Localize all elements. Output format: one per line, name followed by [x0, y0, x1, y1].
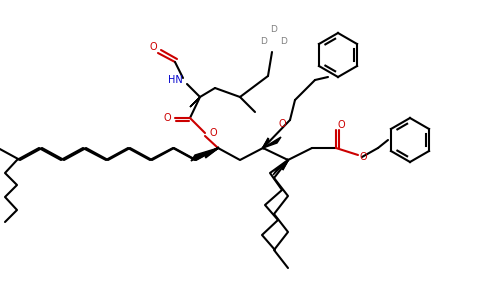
- Polygon shape: [263, 137, 281, 148]
- Text: O: O: [209, 128, 217, 138]
- Text: O: O: [278, 119, 286, 129]
- Polygon shape: [273, 160, 288, 175]
- Text: O: O: [163, 113, 171, 123]
- Text: D: D: [260, 38, 268, 46]
- Text: O: O: [149, 42, 157, 52]
- Polygon shape: [190, 97, 200, 107]
- Text: D: D: [281, 38, 287, 46]
- Text: O: O: [359, 152, 367, 162]
- Text: D: D: [271, 26, 277, 34]
- Polygon shape: [191, 148, 218, 161]
- Text: O: O: [337, 120, 345, 130]
- Text: HN: HN: [167, 75, 182, 85]
